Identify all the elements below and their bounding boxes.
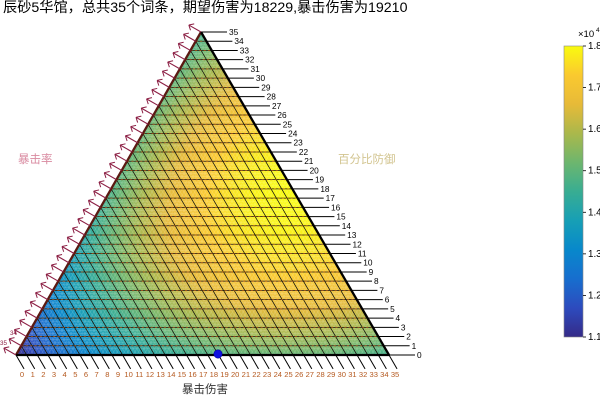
svg-text:3: 3 <box>52 370 56 379</box>
svg-text:19: 19 <box>220 370 228 379</box>
svg-text:辰砂5华馆，总共35个词条，期望伤害为18229,暴击伤害为: 辰砂5华馆，总共35个词条，期望伤害为18229,暴击伤害为19210 <box>3 0 408 16</box>
svg-text:1.6: 1.6 <box>588 124 600 135</box>
svg-text:1.4: 1.4 <box>588 207 600 218</box>
svg-text:7: 7 <box>379 285 384 295</box>
svg-text:暴击伤害: 暴击伤害 <box>182 382 228 396</box>
svg-text:1.1: 1.1 <box>588 332 600 343</box>
svg-text:34: 34 <box>10 330 18 337</box>
svg-text:×10: ×10 <box>578 29 594 40</box>
svg-text:6: 6 <box>385 295 390 305</box>
svg-text:18: 18 <box>210 370 218 379</box>
svg-text:0: 0 <box>417 350 422 360</box>
svg-text:26: 26 <box>295 370 303 379</box>
svg-text:32: 32 <box>359 370 367 379</box>
svg-text:7: 7 <box>95 370 99 379</box>
svg-text:30: 30 <box>338 370 346 379</box>
svg-text:27: 27 <box>306 370 314 379</box>
svg-text:3: 3 <box>401 322 406 332</box>
svg-text:25: 25 <box>284 370 292 379</box>
svg-text:20: 20 <box>231 370 239 379</box>
svg-text:4: 4 <box>596 27 600 34</box>
svg-text:33: 33 <box>370 370 378 379</box>
svg-text:22: 22 <box>252 370 260 379</box>
svg-text:1.7: 1.7 <box>588 83 600 94</box>
svg-text:2: 2 <box>406 332 411 342</box>
svg-text:23: 23 <box>263 370 271 379</box>
svg-text:5: 5 <box>390 304 395 314</box>
svg-text:9: 9 <box>116 370 120 379</box>
svg-text:12: 12 <box>146 370 154 379</box>
svg-text:13: 13 <box>156 370 164 379</box>
svg-text:29: 29 <box>327 370 335 379</box>
svg-text:10: 10 <box>124 370 132 379</box>
svg-text:11: 11 <box>135 370 143 379</box>
svg-text:1: 1 <box>31 370 35 379</box>
svg-text:14: 14 <box>167 370 175 379</box>
svg-text:4: 4 <box>63 370 67 379</box>
svg-text:暴击率: 暴击率 <box>18 152 53 166</box>
svg-text:31: 31 <box>348 370 356 379</box>
svg-text:6: 6 <box>84 370 88 379</box>
svg-text:1.8: 1.8 <box>588 41 600 52</box>
svg-text:1.3: 1.3 <box>588 249 600 260</box>
svg-text:24: 24 <box>274 370 282 379</box>
svg-text:1.5: 1.5 <box>588 166 600 177</box>
svg-text:28: 28 <box>316 370 324 379</box>
svg-text:17: 17 <box>199 370 207 379</box>
svg-text:34: 34 <box>380 370 388 379</box>
svg-text:5: 5 <box>73 370 77 379</box>
svg-text:35: 35 <box>0 340 8 347</box>
svg-text:1.2: 1.2 <box>588 290 600 301</box>
svg-text:百分比防御: 百分比防御 <box>338 152 396 166</box>
svg-text:0: 0 <box>20 370 24 379</box>
svg-text:21: 21 <box>242 370 250 379</box>
svg-text:9: 9 <box>369 267 374 277</box>
svg-text:16: 16 <box>188 370 196 379</box>
svg-text:1: 1 <box>412 341 417 351</box>
svg-text:8: 8 <box>374 276 379 286</box>
svg-text:35: 35 <box>391 370 399 379</box>
svg-text:15: 15 <box>178 370 186 379</box>
svg-text:4: 4 <box>396 313 401 323</box>
svg-text:8: 8 <box>105 370 109 379</box>
svg-text:2: 2 <box>41 370 45 379</box>
